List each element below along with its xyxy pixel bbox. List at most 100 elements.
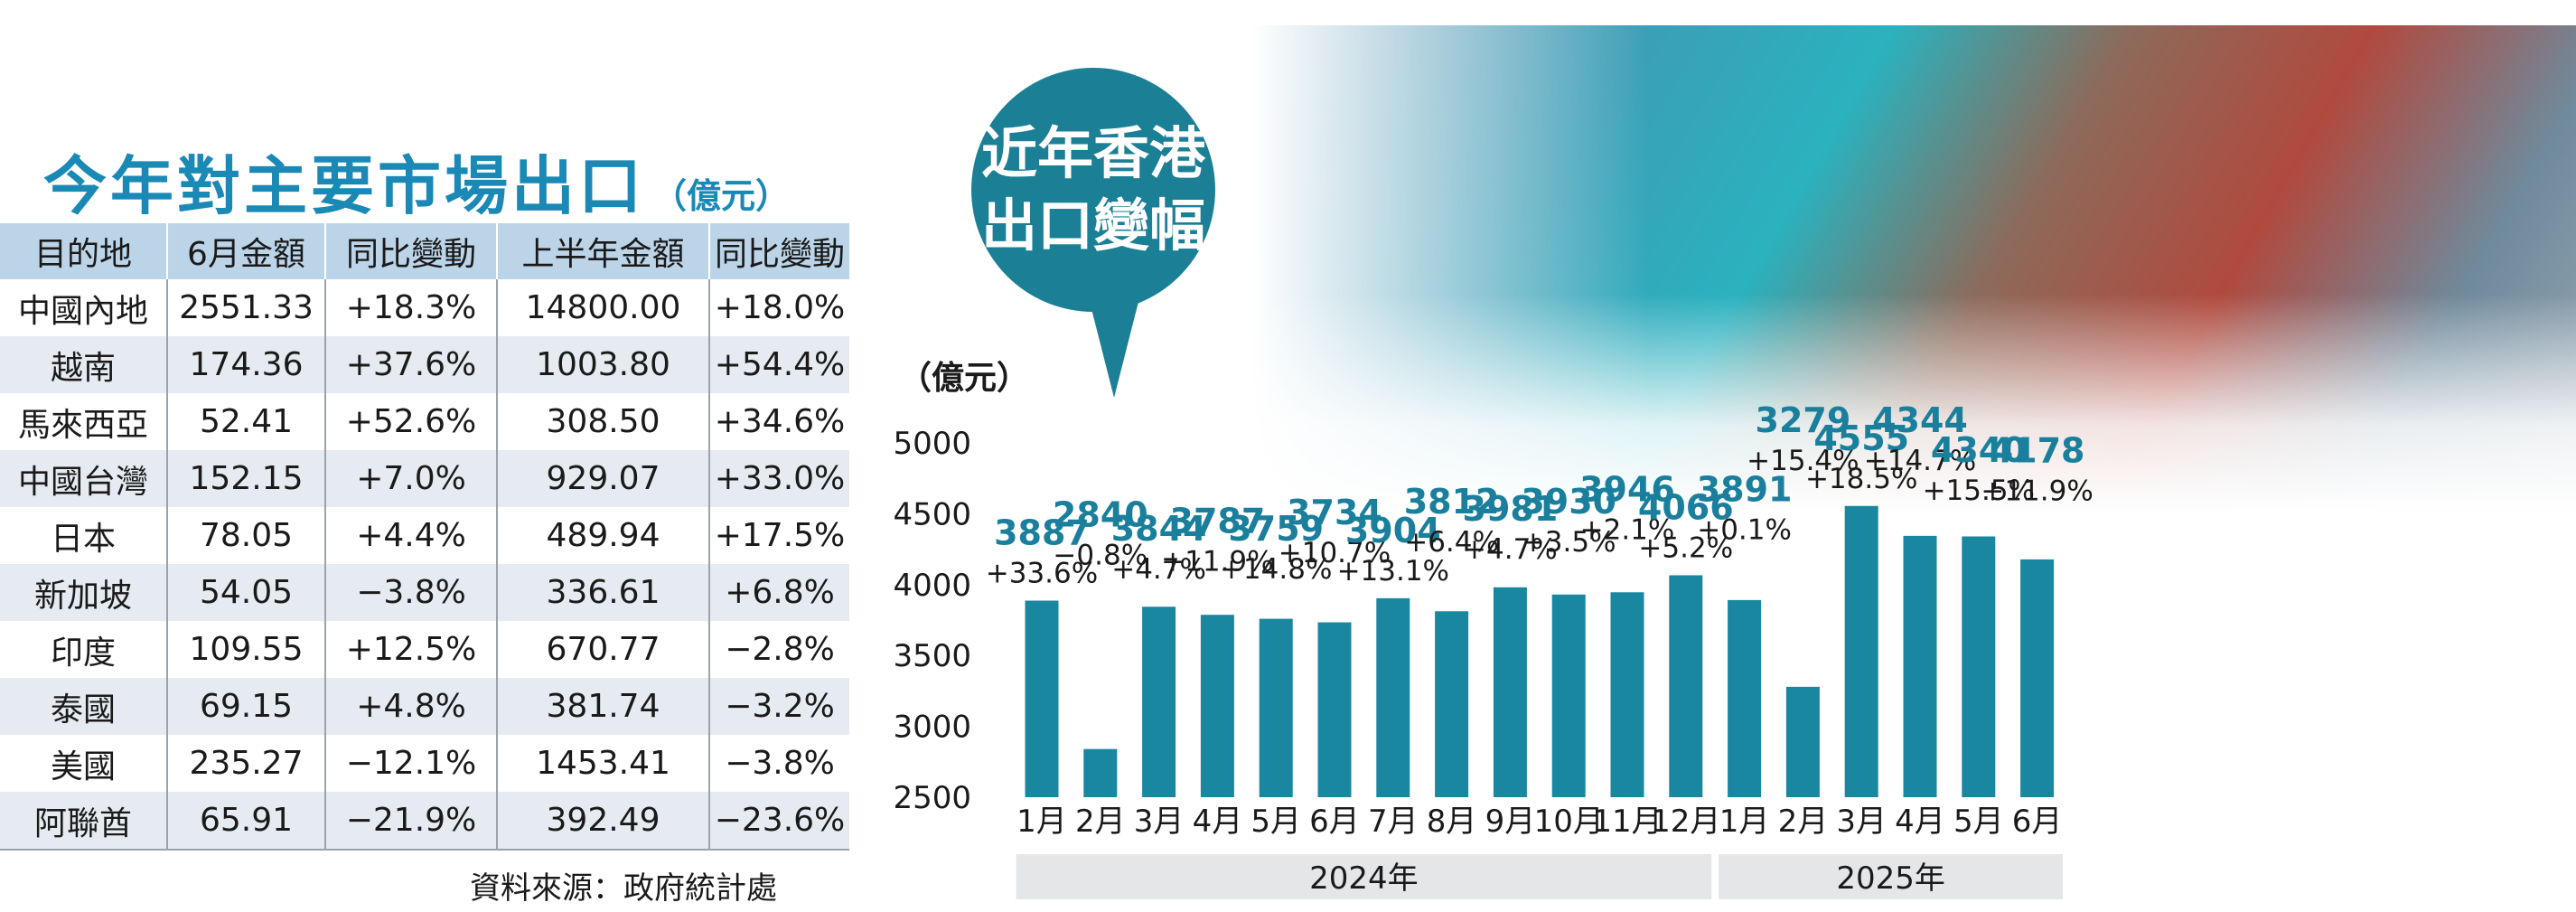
cell-h1-amount: 381.74 [497, 678, 710, 735]
table-row: 阿聯酋 65.91 −21.9% 392.49 −23.6% [0, 792, 849, 851]
bar [1962, 536, 1996, 797]
cell-june-amount: 65.91 [167, 792, 326, 851]
bar [1785, 686, 1820, 797]
x-tick-label: 1月 [1719, 804, 1770, 840]
cell-h1-change: −23.6% [709, 792, 849, 851]
cell-h1-change: −2.8% [725, 631, 835, 668]
x-tick-label: 6月 [2012, 804, 2063, 840]
bar-value-label: 3279 [1756, 400, 1851, 440]
y-tick-label: 2500 [893, 780, 971, 816]
cell-june-amount: 174.36 [167, 336, 326, 393]
cell-june-change: +4.4% [325, 507, 498, 564]
bar-change-label: +4.7% [1463, 533, 1558, 566]
cell-june-change: −21.9% [325, 792, 498, 851]
bar-value-label: 3891 [1697, 469, 1793, 509]
header-june-amount: 6月金額 [167, 223, 326, 279]
cell-june-amount: 152.15 [167, 450, 326, 507]
cell-june-amount: 109.55 [167, 621, 326, 678]
bar-change-label: +11.9% [1981, 475, 2093, 507]
cell-june-change: +18.3% [325, 279, 498, 336]
bar-change-label: −0.8% [1053, 540, 1147, 572]
cell-destination: 日本 [0, 507, 168, 564]
cell-h1-change: +6.8% [709, 564, 849, 621]
bar-change-label: +5.2% [1638, 531, 1733, 564]
year-groups: 2024年 2025年 [1016, 854, 2063, 899]
bar [1376, 597, 1410, 797]
bar-change-label: +15.4% [1747, 445, 1859, 477]
table-body: 中國內地 2551.33 +18.3% 14800.00 +18.0% 越南 174.36 +… [0, 279, 849, 851]
title-bubble [971, 68, 1215, 312]
cell-destination: 阿聯酋 [0, 792, 168, 851]
table-row: 馬來西亞 52.41 +52.6% 308.50 +34.6% [0, 393, 849, 450]
cell-destination: 馬來西亞 [0, 393, 168, 450]
bar [1142, 606, 1176, 797]
cell-h1-change: +54.4% [709, 336, 849, 393]
cell-destination: 美國 [0, 735, 168, 792]
cell-june-amount: 78.05 [167, 507, 326, 564]
bar-value-label: 2840 [1053, 495, 1148, 535]
cell-destination: 印度 [0, 621, 168, 678]
year-group-label: 2025年 [1836, 860, 1945, 897]
table-title: 今年對主要市場出口 （億元） [43, 136, 790, 227]
cell-june-change: +37.6% [325, 336, 498, 393]
bar-value-label: 3787 [1170, 501, 1266, 541]
x-tick-label: 10月 [1534, 804, 1604, 840]
bar-value-label: 3946 [1579, 469, 1675, 509]
bar-change-label: +2.1% [1580, 513, 1675, 546]
cell-h1-amount: 392.49 [497, 792, 710, 851]
bar-value-label: 4066 [1638, 487, 1734, 527]
cell-june-change: +52.6% [325, 393, 498, 450]
y-axis-ticks: 5000 4500 4000 3500 3000 2500 [893, 426, 971, 816]
bar-value-label: 3887 [994, 513, 1090, 553]
bar-value-label: 3844 [1111, 509, 1207, 549]
bar-change-label: +18.5% [1805, 463, 1917, 495]
table-row: 泰國 69.15 +4.8% 381.74 −3.2% [0, 678, 849, 735]
table-header-row: 目的地 6月金額 同比變動 上半年金額 同比變動 [0, 223, 849, 279]
bar [1083, 748, 1118, 797]
x-tick-label: 8月 [1427, 804, 1477, 840]
bar-change-label: +6.4% [1404, 526, 1499, 559]
cell-destination: 新加坡 [0, 564, 168, 621]
cell-june-amount: 52.41 [167, 393, 326, 450]
bar-value-label: 4555 [1813, 418, 1909, 458]
bar [1317, 622, 1352, 797]
cell-destination: 中國台灣 [0, 450, 168, 507]
bar [1493, 587, 1527, 797]
bar-value-label: 3904 [1345, 511, 1441, 550]
cell-destination: 泰國 [0, 678, 168, 735]
x-tick-label: 12月 [1651, 804, 1720, 840]
bar [1435, 611, 1469, 797]
bar [1025, 600, 1059, 797]
cell-june-change: −12.1% [325, 735, 498, 792]
cell-destination: 中國內地 [0, 279, 168, 336]
cell-h1-change: −3.2% [709, 678, 849, 735]
x-tick-label: 4月 [1193, 804, 1243, 840]
bar [1551, 594, 1586, 797]
table-unit: （億元） [652, 176, 791, 216]
year-group-label: 2024年 [1309, 860, 1419, 897]
cell-h1-amount: 1453.41 [497, 735, 710, 792]
chart-title: 近年香港 出口變幅 [971, 118, 1215, 262]
cell-destination: 越南 [0, 336, 168, 393]
y-tick-label: 4500 [893, 496, 971, 532]
title-bubble-tail [1089, 298, 1139, 398]
cell-h1-change: −3.8% [725, 745, 835, 782]
cell-june-change: −3.8% [325, 564, 498, 621]
export-market-table: 目的地 6月金額 同比變動 上半年金額 同比變動 中國內地 2551.33 +18.… [0, 223, 849, 851]
bar [1903, 535, 1937, 797]
header-h1-amount: 上半年金額 [497, 223, 710, 279]
cell-h1-amount: 336.61 [497, 564, 710, 621]
bar-value-label: 4178 [1990, 430, 2085, 470]
x-tick-label: 5月 [1953, 804, 2004, 840]
bar-value-label: 3930 [1521, 482, 1616, 522]
table-row: 美國 235.27 −12.1% 1453.41 −3.8% [0, 735, 849, 792]
bar-value-label: 3981 [1463, 489, 1559, 529]
cell-h1-change: +33.0% [709, 450, 849, 507]
bar-change-label: +11.9% [1161, 545, 1273, 578]
bar [1844, 505, 1878, 797]
cell-h1-amount: 489.94 [497, 507, 710, 564]
cell-june-amount: 54.05 [167, 564, 326, 621]
cell-h1-change: +18.0% [714, 289, 846, 326]
cell-h1-amount: 929.07 [497, 450, 710, 507]
